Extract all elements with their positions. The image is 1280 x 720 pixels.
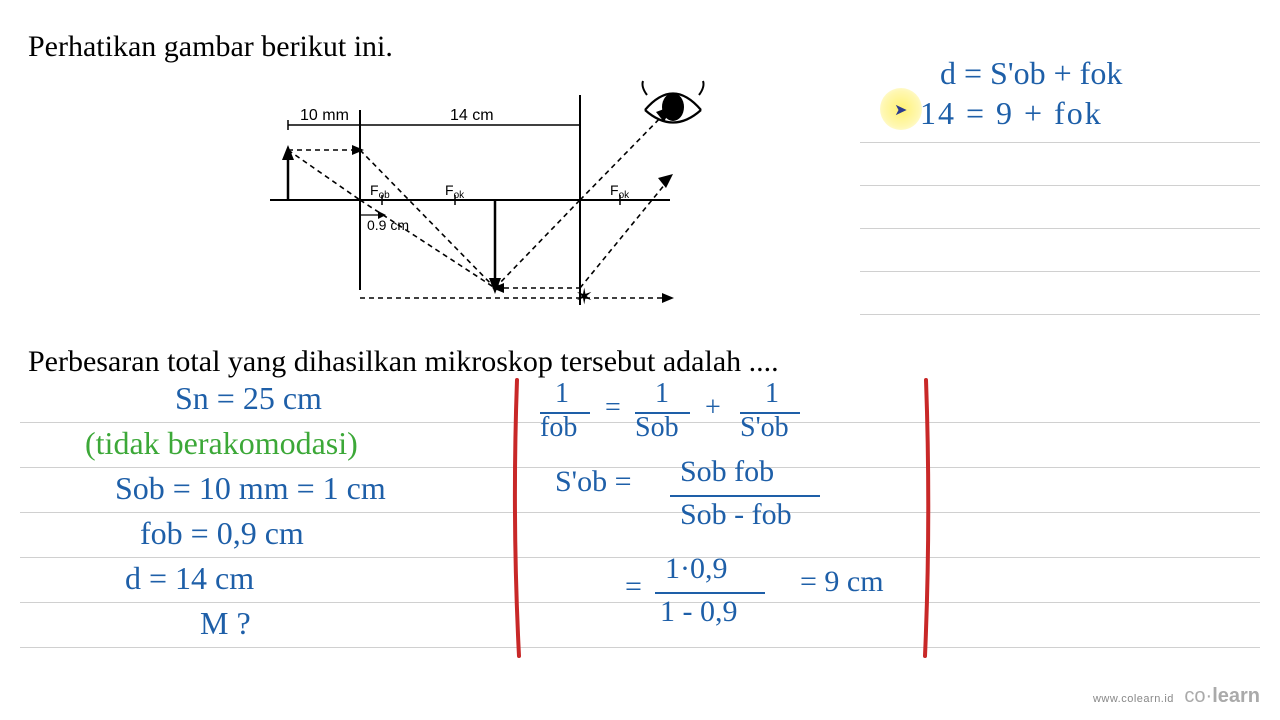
eq1-lhs-num: 1 [555,378,569,410]
eq2-den: Sob - fob [680,498,792,532]
ruled-line [860,185,1260,186]
ruled-line [860,228,1260,229]
label-14cm: 14 cm [450,107,494,124]
eq1-r1-den: Sob [635,412,679,444]
eq1-lhs-den: fob [540,412,577,444]
cursor-icon: ➤ [894,100,907,120]
eq2-num: Sob fob [680,455,774,489]
label-fob: Fob [370,182,390,201]
microscope-diagram: ✶ 10 mm 14 cm 0.9 cm Fob Fok Fok [270,70,730,330]
branding-logo: co·learn [1184,685,1260,707]
note-formula-2: 14 = 9 + fok [920,95,1103,132]
note-formula-1: d = S'ob + fok [940,55,1122,92]
label-fok1: Fok [445,182,465,201]
sn-value: Sn = 25 cm [175,380,322,417]
svg-text:✶: ✶ [575,284,593,309]
eq1-plus: + [705,392,721,424]
ruled-line [20,512,1260,513]
label-10mm: 10 mm [300,107,349,124]
branding-url: www.colearn.id [1093,693,1174,705]
accommodation-note: (tidak berakomodasi) [85,425,358,462]
ruled-line [20,467,1260,468]
question-line1: Perhatikan gambar berikut ini. [28,30,393,64]
eq2-lhs: S'ob = [555,465,632,499]
eq3-result: = 9 cm [800,565,884,599]
red-divider-left [510,378,524,658]
m-question: M ? [200,605,251,642]
eq1-r2-den: S'ob [740,412,789,444]
eq1-r2-num: 1 [765,378,779,410]
label-fok2: Fok [610,182,630,201]
label-09cm: 0.9 cm [367,217,409,233]
ruled-line [860,314,1260,315]
sob-value: Sob = 10 mm = 1 cm [115,470,386,507]
diagram-svg: ✶ 10 mm 14 cm 0.9 cm Fob Fok Fok [270,70,730,330]
ruled-line [20,557,1260,558]
question-line2: Perbesaran total yang dihasilkan mikrosk… [28,345,779,379]
eq3-num: 1·0,9 [665,552,728,586]
fraction-line [670,495,820,497]
eq1-equals: = [605,392,621,424]
red-divider-right [920,378,934,658]
d-value: d = 14 cm [125,560,254,597]
eq3-equals: = [625,570,642,604]
eq1-r1-num: 1 [655,378,669,410]
ruled-line [860,142,1260,143]
eq3-den: 1 - 0,9 [660,595,738,629]
fraction-line [655,592,765,594]
ruled-line [860,271,1260,272]
ruled-line [20,647,1260,648]
branding: www.colearn.id co·learn [1093,685,1260,708]
fob-value: fob = 0,9 cm [140,515,304,552]
